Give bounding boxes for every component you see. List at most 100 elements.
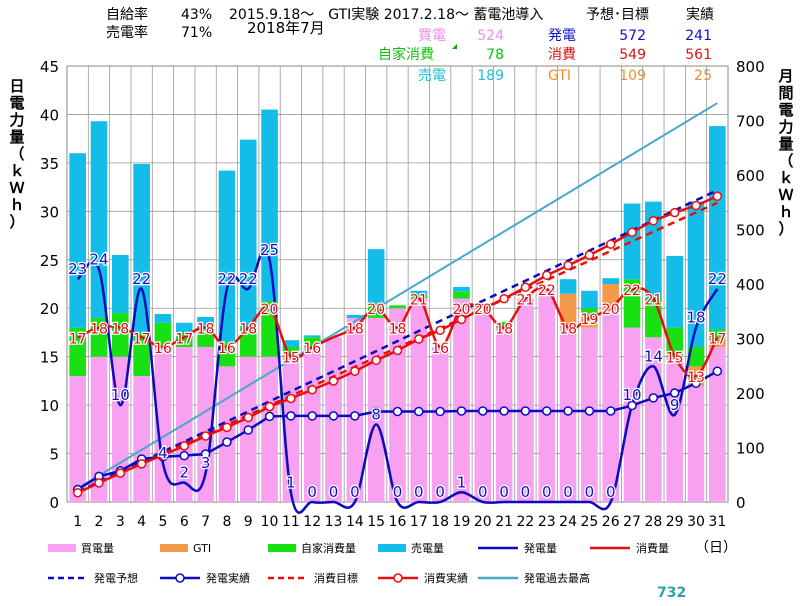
consumption-actual-point (179, 441, 190, 451)
generation-data-label: 22 (239, 270, 258, 288)
self-consumption-value: 78 (486, 47, 504, 63)
generation-actual-point (499, 406, 509, 416)
bar-sell (666, 255, 684, 328)
bar-sell (581, 290, 598, 309)
generation-actual-point (563, 406, 573, 416)
y-tick-right: 600 (736, 167, 765, 185)
gen-actual: 241 (685, 28, 712, 44)
consumption-actual-point (72, 487, 83, 498)
bar-self (495, 321, 513, 328)
bar-buy (346, 317, 364, 502)
x-tick: 19 (453, 514, 471, 530)
generation-data-label: 0 (499, 483, 509, 501)
generation-actual-point (243, 425, 253, 435)
generation-data-label: 14 (644, 347, 663, 365)
generation-actual-point (435, 406, 445, 417)
legend-marker-7 (175, 573, 185, 583)
bar-self (239, 327, 257, 357)
generation-data-label: 0 (329, 483, 339, 501)
generation-actual-point (179, 450, 190, 461)
bar-buy (389, 308, 406, 502)
y-tick-left: 40 (40, 106, 59, 124)
bar-buy (709, 346, 726, 502)
bar-self (282, 346, 300, 357)
legend-swatch-0 (48, 544, 76, 552)
x-tick: 10 (261, 514, 279, 530)
generation-actual-point (520, 406, 531, 416)
y-tick-left: 45 (40, 58, 59, 76)
bar-self (197, 329, 214, 347)
consumption-actual-point (414, 334, 424, 344)
gen-forecast: 572 (619, 28, 646, 44)
bar-self (687, 346, 705, 367)
bar-sell (709, 126, 726, 330)
x-tick: 27 (623, 514, 641, 530)
bar-sell (90, 121, 108, 318)
generation-data-label: 0 (393, 483, 403, 501)
consumption-actual-point (222, 422, 232, 433)
bar-sell (602, 278, 620, 284)
bar-sell (133, 163, 150, 333)
bar-self (154, 322, 172, 347)
gti-label: GTI (548, 68, 572, 84)
bar-buy (602, 308, 620, 502)
bar-sell (367, 249, 385, 304)
generation-actual-point (371, 406, 381, 417)
x-tick: 25 (580, 514, 598, 530)
x-tick: 12 (303, 514, 321, 530)
x-tick: 22 (517, 514, 535, 530)
y-tick-right: 300 (736, 331, 765, 349)
generation-data-label: 23 (68, 260, 87, 278)
generation-actual-point (414, 406, 424, 417)
month-title: 2018年7月 (247, 19, 325, 37)
bar-sell (645, 201, 662, 299)
consumption-data-label: 18 (239, 322, 257, 338)
x-tick: 1 (73, 514, 82, 530)
y-tick-left: 25 (40, 252, 59, 270)
experiment-note: 2015.9.18～ GTI実験 2017.2.18～ 蓄電池導入 (229, 7, 544, 23)
x-tick: 21 (495, 514, 513, 530)
legend-label: 買電量 (81, 542, 114, 555)
generation-actual-point (669, 388, 680, 398)
x-tick: 11 (282, 514, 300, 530)
x-tick: 31 (708, 514, 726, 530)
consumption-data-label: 21 (644, 293, 662, 309)
x-tick: 18 (431, 514, 449, 530)
consumption-data-label: 18 (90, 322, 108, 338)
consumption-actual-point (627, 227, 637, 237)
generation-actual-point (648, 393, 659, 403)
consumption-actual-point (371, 355, 381, 366)
y-tick-right: 0 (736, 494, 746, 512)
bar-buy (303, 346, 321, 502)
consumption-actual-point (307, 384, 317, 395)
consumption-actual-point (350, 366, 360, 376)
x-tick: 15 (367, 514, 385, 530)
legend-label: 消費量 (636, 541, 669, 555)
legend-label: 発電量 (524, 541, 557, 555)
x-tick: 9 (244, 514, 253, 530)
bar-sell (261, 109, 278, 302)
generation-data-label: 24 (89, 250, 108, 268)
bar-buy (90, 356, 108, 502)
bar-sell (453, 286, 470, 292)
bar-gti (709, 337, 726, 347)
self-consumption-label: 自家消費 (378, 47, 434, 63)
generation-data-label: 0 (414, 483, 424, 501)
consumption-data-label: 17 (708, 331, 726, 347)
x-tick: 2 (95, 514, 104, 530)
consumption-data-label: 16 (218, 341, 236, 357)
bar-buy (474, 308, 492, 502)
generation-data-label: 0 (585, 483, 595, 501)
bar-self (69, 327, 86, 377)
bar-self (581, 308, 598, 314)
y-tick-left: 10 (40, 397, 59, 415)
self-sufficiency-value: 43% (181, 7, 213, 23)
bar-sell (303, 335, 321, 338)
bar-self (133, 332, 150, 377)
x-tick: 28 (644, 514, 662, 530)
consumption-data-label: 20 (602, 302, 620, 318)
consumption-data-label: 19 (580, 312, 598, 328)
consumption-data-label: 20 (453, 302, 471, 318)
